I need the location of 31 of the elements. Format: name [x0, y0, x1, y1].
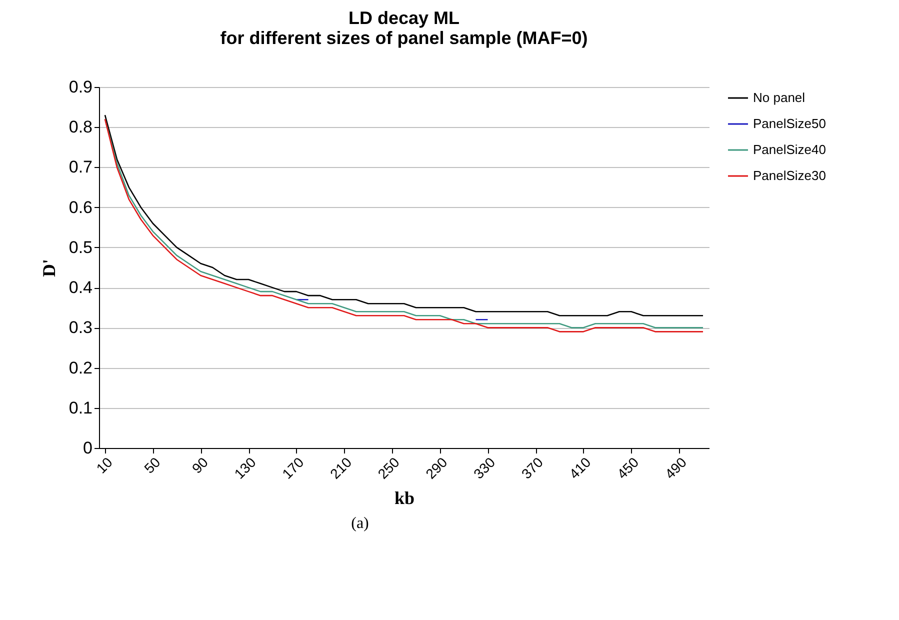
x-axis-title: kb	[394, 488, 415, 508]
x-tick-label: 50	[140, 454, 164, 476]
x-tick-label: 250	[374, 454, 403, 482]
legend-label: PanelSize40	[753, 142, 826, 157]
x-tick-label: 330	[470, 454, 498, 482]
y-tick-label: 0.4	[68, 278, 92, 298]
x-tick-label: 410	[566, 454, 594, 482]
x-tick-label: 370	[518, 454, 546, 482]
legend-label: PanelSize50	[753, 116, 826, 131]
y-tick-label: 0.2	[68, 358, 92, 378]
legend-label: PanelSize30	[753, 168, 826, 183]
y-tick-label: 0.8	[68, 118, 92, 137]
y-tick-label: 0.3	[68, 318, 92, 338]
x-tick-label: 170	[278, 454, 307, 482]
chart-title: LD decay ML for different sizes of panel sample (MAF=0)	[220, 8, 588, 48]
y-tick-label: 0.6	[68, 198, 92, 217]
y-tick-label: 0.5	[68, 238, 92, 257]
text: (a)	[350, 515, 370, 533]
y-tick-label: 0.1	[68, 398, 92, 418]
legend-label: No panel	[753, 90, 806, 105]
y-axis-title: D'	[38, 259, 59, 277]
y-tick-label: 0.9	[68, 78, 92, 96]
x-tick-label: 450	[614, 454, 642, 482]
y-tick-label: 0.7	[68, 158, 92, 177]
x-tick-label: 90	[188, 454, 212, 476]
x-tick-label: 10	[93, 454, 116, 476]
x-tick-label: 210	[326, 454, 355, 482]
x-tick-label: 490	[662, 454, 690, 482]
x-tick-label: 290	[422, 454, 450, 482]
y-tick-label: 0	[83, 438, 92, 458]
x-tick-label: 130	[231, 454, 260, 482]
